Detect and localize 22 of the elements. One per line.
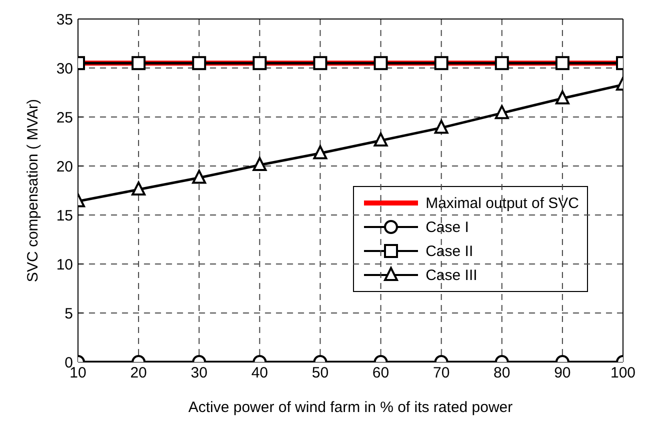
x-tick-label: 80 <box>494 364 510 382</box>
y-tick-label: 15 <box>56 207 73 224</box>
x-tick-label: 20 <box>130 364 147 382</box>
y-axis-title: SVC compensation ( MVAr) <box>24 98 42 282</box>
y-tick-label: 20 <box>56 158 73 176</box>
legend-label: Case I <box>426 218 469 236</box>
legend-label: Case II <box>426 242 474 260</box>
x-tick-label: 40 <box>251 364 268 382</box>
legend-label: Case III <box>426 266 478 284</box>
x-tick-label: 100 <box>610 364 636 382</box>
legend-label: Maximal output of SVC <box>426 194 579 212</box>
y-tick-label: 35 <box>56 11 73 28</box>
x-tick-label: 70 <box>432 364 450 382</box>
x-tick-label: 50 <box>312 364 329 382</box>
x-tick-label: 90 <box>554 364 571 382</box>
x-axis-title: Active power of wind farm in % of its rated power <box>188 399 513 416</box>
y-tick-label: 10 <box>56 256 73 274</box>
x-tick-label: 60 <box>372 364 390 382</box>
y-tick-label: 25 <box>56 109 73 126</box>
y-tick-label: 5 <box>64 305 73 322</box>
y-tick-label: 30 <box>56 60 73 78</box>
x-tick-label: 30 <box>190 364 208 382</box>
